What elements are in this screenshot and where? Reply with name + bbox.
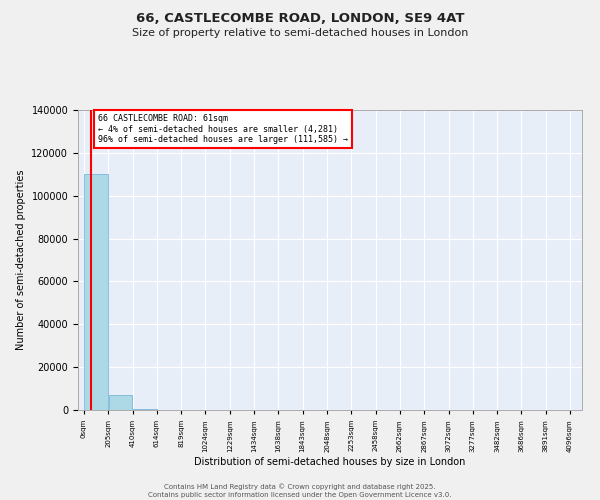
- Text: Size of property relative to semi-detached houses in London: Size of property relative to semi-detach…: [132, 28, 468, 38]
- Y-axis label: Number of semi-detached properties: Number of semi-detached properties: [16, 170, 26, 350]
- Bar: [84, 174, 108, 410]
- Bar: [109, 395, 133, 410]
- X-axis label: Distribution of semi-detached houses by size in London: Distribution of semi-detached houses by …: [194, 458, 466, 468]
- Text: 66, CASTLECOMBE ROAD, LONDON, SE9 4AT: 66, CASTLECOMBE ROAD, LONDON, SE9 4AT: [136, 12, 464, 26]
- Text: 66 CASTLECOMBE ROAD: 61sqm
← 4% of semi-detached houses are smaller (4,281)
96% : 66 CASTLECOMBE ROAD: 61sqm ← 4% of semi-…: [98, 114, 348, 144]
- Text: Contains HM Land Registry data © Crown copyright and database right 2025.
Contai: Contains HM Land Registry data © Crown c…: [148, 484, 452, 498]
